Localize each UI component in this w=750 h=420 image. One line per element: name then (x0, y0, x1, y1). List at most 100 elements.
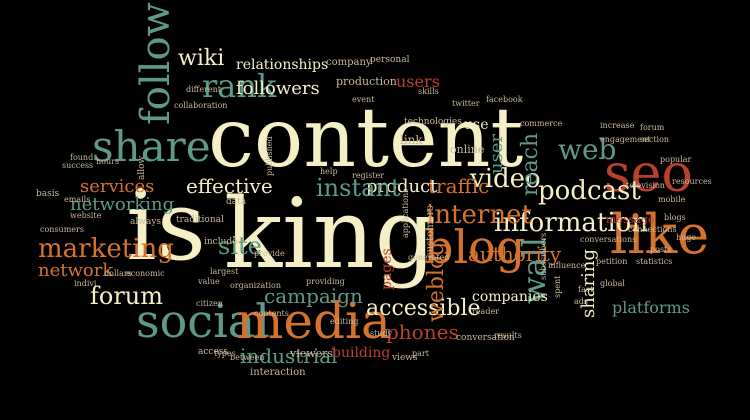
word-interaction: interaction (250, 367, 306, 378)
word-contents: contents (254, 309, 289, 318)
word-part: part (412, 349, 429, 358)
word-user: user (486, 133, 507, 174)
word-citizen: citizen (196, 299, 223, 308)
word-king: king (224, 178, 437, 290)
word-television: television (626, 181, 665, 190)
word-message: message (606, 213, 655, 226)
word-wiki: wiki (178, 46, 225, 71)
word-rank: rank (202, 67, 277, 105)
word-applications: applications (401, 188, 410, 238)
word-personal: personal (370, 55, 410, 65)
word-networking: networking (70, 194, 175, 215)
word-technologies: technologies (404, 117, 462, 127)
word-influence: influence (548, 261, 586, 270)
word-seo: seo (604, 144, 693, 204)
word-website: website (70, 211, 102, 220)
word-editing: editing (330, 317, 359, 326)
word-global: global (600, 279, 625, 288)
word-forum: forum (90, 282, 164, 310)
word-blogs: blogs (664, 213, 686, 222)
word-podcast: podcast (538, 176, 641, 206)
word-popular: popular (660, 155, 692, 164)
word-help: help (320, 167, 338, 176)
word-statistics: statistics (636, 257, 673, 266)
word-traffic: traffic (428, 174, 490, 198)
word-online: online (450, 143, 485, 156)
word-views: views (392, 353, 418, 363)
word-emails: emails (64, 195, 91, 204)
word-provide: provide (254, 249, 285, 258)
word-users: users (396, 72, 440, 91)
word-reach: reach (518, 132, 543, 196)
word-include: include (204, 237, 238, 247)
word-building: building (332, 345, 391, 361)
word-always: always (130, 217, 162, 227)
word-followers: followers (236, 78, 320, 99)
word-conversation: conversation (456, 333, 515, 343)
word-link: link (400, 133, 423, 147)
word-generated: generated (408, 253, 450, 262)
word-internet: internet (426, 200, 532, 230)
word-like: like (610, 203, 710, 266)
word-social: social (136, 294, 270, 348)
word-video: video (470, 164, 541, 194)
word-petition: petition (596, 257, 628, 266)
word-different: different (186, 85, 222, 94)
word-production: production (336, 75, 397, 88)
word-posts: posts (650, 245, 672, 254)
word-phones: phones (386, 320, 459, 344)
word-basis: basis (36, 189, 60, 199)
word-published: published (265, 136, 274, 176)
word-hours: hours (96, 157, 120, 166)
word-indivi: indivi (74, 279, 97, 288)
word-access: access (198, 347, 229, 357)
word-fact: fact (578, 285, 594, 294)
word-relationships: relationships (236, 57, 329, 73)
word-use: use (464, 117, 489, 133)
word-success: success (62, 161, 94, 170)
word-web: web (558, 133, 617, 166)
word-between: between (230, 353, 265, 362)
word-accessible: accessible (366, 296, 481, 321)
word-found: found (70, 153, 94, 162)
word-mobile: mobile (658, 195, 686, 204)
word-providing: providing (306, 277, 345, 286)
word-information: information (494, 208, 649, 238)
word-viewers: viewers (290, 347, 334, 360)
word-section: section (640, 135, 670, 144)
word-share: share (92, 122, 211, 171)
word-network: network (38, 260, 114, 281)
word-site: site (218, 232, 262, 260)
word-commerce: commerce (520, 119, 563, 128)
word-campaign: campaign (264, 284, 363, 308)
word-allow: allow (137, 155, 147, 180)
word-organization: organization (230, 281, 281, 290)
word-economic: economic (126, 269, 165, 278)
word-marketing: marketing (38, 234, 174, 264)
word-consumers: consumers (40, 225, 84, 234)
word-industrial: industrial (240, 344, 338, 368)
word-authority: authority (468, 242, 562, 266)
word-forum-small: forum (640, 123, 665, 132)
word-facebook: facebook (486, 95, 523, 104)
word-resources: resources (672, 177, 712, 186)
word-company: company (326, 57, 372, 68)
word-increase: increase (600, 121, 635, 130)
word-types: types (214, 349, 236, 358)
word-skills: skills (418, 87, 439, 96)
word-study: study (370, 329, 393, 338)
word-reader: reader (472, 307, 500, 316)
word-subscribers: subscribers (539, 232, 548, 280)
word-customers: customers (425, 205, 436, 258)
word-companies: companies (472, 289, 548, 305)
word-content: content (208, 91, 524, 186)
word-huge: huge (676, 233, 697, 242)
word-register: register (352, 171, 385, 180)
word-collaboration: collaboration (174, 101, 228, 110)
word-conversations: conversations (580, 235, 637, 244)
word-effective: effective (186, 174, 273, 198)
word-blog: blog (424, 220, 526, 274)
word-event: event (352, 95, 375, 104)
word-data: data (226, 197, 247, 207)
